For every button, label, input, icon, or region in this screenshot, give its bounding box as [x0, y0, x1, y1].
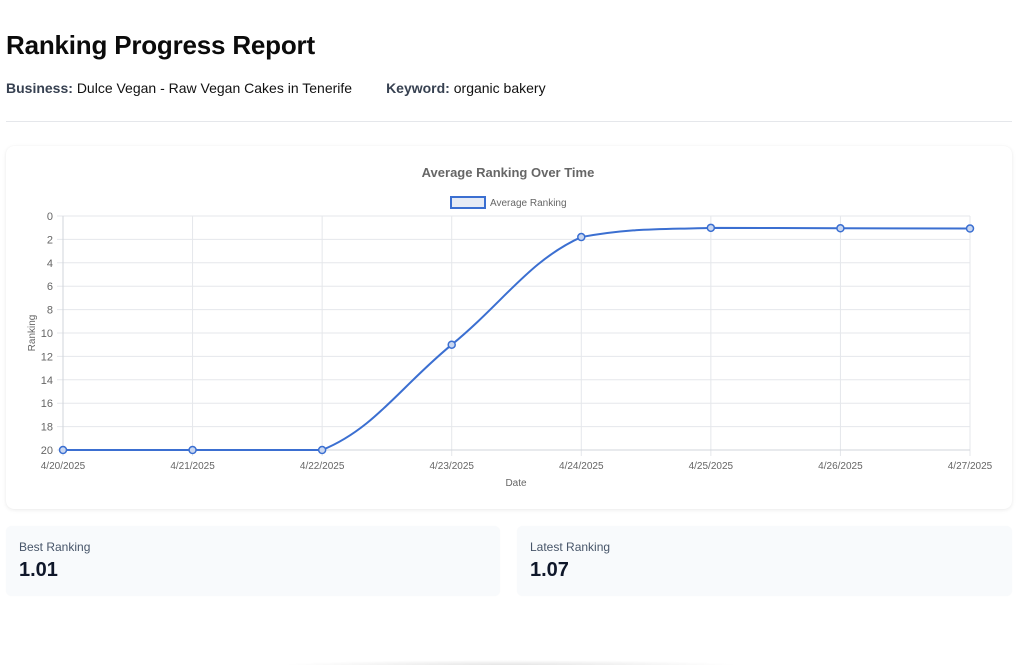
- business-info: Business: Dulce Vegan - Raw Vegan Cakes …: [6, 80, 352, 96]
- y-axis-title: Ranking: [27, 315, 38, 352]
- bottom-shadow: [280, 660, 740, 665]
- x-tick-label: 4/26/2025: [818, 461, 863, 472]
- latest-ranking-card: Latest Ranking 1.07: [517, 526, 1012, 596]
- y-tick-label: 12: [41, 351, 53, 363]
- x-tick-label: 4/23/2025: [429, 461, 474, 472]
- keyword-value: organic bakery: [453, 80, 546, 96]
- best-ranking-card: Best Ranking 1.01: [6, 526, 500, 596]
- chart-labels: 0 2 4 6 8 10 12 14 16 18 20 4/20/2025 4/21/2025 4/22/…: [27, 165, 993, 489]
- keyword-info: Keyword: organic bakery: [386, 80, 546, 96]
- y-tick-label: 6: [47, 281, 53, 293]
- chart-grid: [57, 215, 971, 456]
- latest-ranking-label: Latest Ranking: [530, 540, 611, 554]
- data-point: [188, 445, 197, 455]
- y-tick-label: 16: [41, 398, 53, 410]
- best-ranking-value: 1.01: [19, 559, 58, 581]
- latest-ranking-value: 1.07: [530, 559, 569, 581]
- y-tick-label: 2: [47, 234, 53, 246]
- keyword-label: Keyword:: [386, 80, 450, 96]
- page-title: Ranking Progress Report: [6, 30, 315, 60]
- report-meta: Business: Dulce Vegan - Raw Vegan Cakes …: [6, 80, 546, 96]
- data-point: [58, 445, 68, 455]
- y-tick-label: 8: [47, 305, 53, 317]
- y-tick-label: 14: [41, 375, 53, 387]
- data-point: [965, 224, 975, 233]
- y-tick-label: 18: [41, 422, 53, 434]
- chart-card: 0 2 4 6 8 10 12 14 16 18 20 4/20/2025 4/21/2025 4/22/…: [6, 146, 1012, 509]
- best-ranking-label: Best Ranking: [19, 540, 91, 554]
- x-tick-label: 4/27/2025: [948, 461, 993, 472]
- x-tick-label: 4/21/2025: [170, 461, 215, 472]
- chart-title: Average Ranking Over Time: [422, 165, 595, 180]
- data-point: [836, 224, 845, 233]
- data-point: [317, 445, 327, 455]
- data-point: [447, 340, 456, 349]
- x-axis-title: Date: [505, 478, 527, 489]
- legend-label: Average Ranking: [490, 198, 567, 209]
- x-tick-label: 4/20/2025: [41, 461, 86, 472]
- x-tick-label: 4/22/2025: [300, 461, 345, 472]
- y-tick-label: 0: [47, 211, 53, 223]
- y-tick-label: 4: [47, 258, 53, 270]
- data-point: [706, 223, 716, 233]
- business-value: Dulce Vegan - Raw Vegan Cakes in Tenerif…: [76, 80, 353, 96]
- chart-series: [58, 223, 975, 455]
- header-divider: [6, 121, 1012, 122]
- data-point: [577, 232, 586, 242]
- x-tick-label: 4/24/2025: [559, 461, 604, 472]
- y-tick-label: 10: [41, 328, 53, 340]
- y-tick-label: 20: [41, 445, 53, 457]
- series-line-average-ranking: [62, 226, 971, 452]
- legend-swatch: [450, 196, 486, 209]
- business-label: Business:: [6, 80, 73, 96]
- x-tick-label: 4/25/2025: [689, 461, 734, 472]
